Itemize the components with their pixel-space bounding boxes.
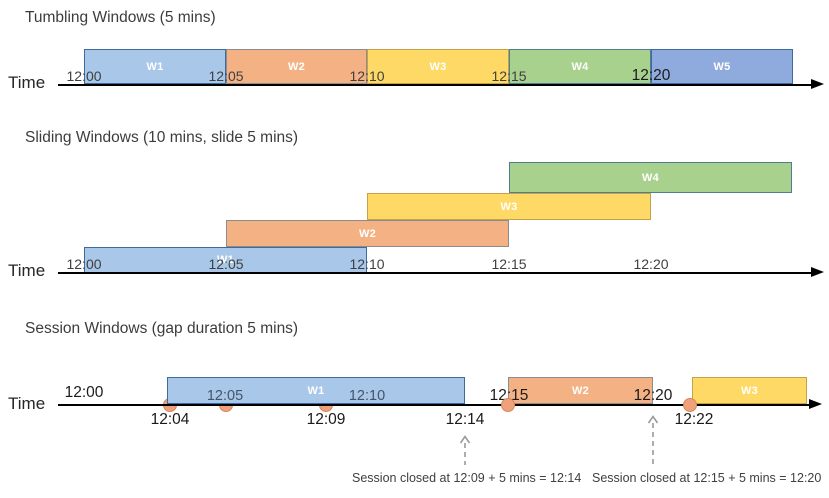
session-tick-1210: 12:10 bbox=[348, 388, 386, 404]
window-label: W4 bbox=[571, 60, 589, 73]
sliding-section-title: Sliding Windows (10 mins, slide 5 mins) bbox=[25, 129, 299, 146]
tumbling-tick-1215: 12:15 bbox=[491, 68, 527, 84]
sliding-tick-1205: 12:05 bbox=[208, 256, 244, 272]
session-closed-annotation-2: Session closed at 12:15 + 5 mins = 12:20 bbox=[592, 471, 822, 485]
window-label: W3 bbox=[500, 200, 518, 213]
window-label: W3 bbox=[429, 60, 447, 73]
window-label: W1 bbox=[146, 60, 164, 73]
window-label: W3 bbox=[740, 384, 759, 397]
tumbling-window-w2: W2 bbox=[226, 49, 367, 84]
sliding-timeline-arrow-icon bbox=[811, 267, 824, 277]
event-dot bbox=[683, 398, 697, 412]
event-time-label-1222: 12:22 bbox=[674, 411, 714, 428]
session-section-title: Session Windows (gap duration 5 mins) bbox=[25, 320, 299, 337]
dashed-arrow-up-icon bbox=[647, 415, 659, 465]
tumbling-tick-1205: 12:05 bbox=[208, 68, 244, 84]
session-window-w3: W3 bbox=[692, 377, 807, 404]
sliding-window-w1: W1 bbox=[84, 247, 367, 273]
tumbling-tick-1210: 12:10 bbox=[349, 68, 385, 84]
session-tick-1200: 12:00 bbox=[64, 384, 104, 401]
sliding-window-w3: W3 bbox=[367, 193, 651, 220]
sliding-tick-1220: 12:20 bbox=[633, 256, 669, 272]
dashed-arrow-up-icon bbox=[459, 435, 471, 465]
sliding-tick-1210: 12:10 bbox=[349, 256, 385, 272]
session-closed-annotation-1: Session closed at 12:09 + 5 mins = 12:14 bbox=[352, 471, 582, 485]
tumbling-timeline-arrow-icon bbox=[811, 79, 824, 89]
tumbling-window-w4: W4 bbox=[509, 49, 651, 84]
tumbling-tick-1200: 12:00 bbox=[66, 68, 102, 84]
tumbling-timeline bbox=[58, 84, 812, 86]
window-label: W4 bbox=[641, 171, 660, 184]
session-timeline-arrow-icon bbox=[809, 399, 822, 409]
window-label: W2 bbox=[571, 384, 590, 397]
event-time-label-1214: 12:14 bbox=[445, 411, 485, 428]
sliding-tick-1215: 12:15 bbox=[491, 256, 527, 272]
sliding-window-w4: W4 bbox=[509, 162, 792, 193]
sliding-tick-1200: 12:00 bbox=[66, 256, 102, 272]
event-dot bbox=[501, 398, 515, 412]
window-label: W2 bbox=[287, 60, 306, 73]
tumbling-window-w5: W5 bbox=[651, 49, 793, 84]
event-time-label-1209: 12:09 bbox=[306, 411, 346, 428]
window-label: W2 bbox=[358, 227, 377, 240]
session-tick-1220: 12:20 bbox=[633, 387, 673, 404]
window-label: W5 bbox=[713, 60, 731, 73]
event-time-label-1204: 12:04 bbox=[150, 411, 190, 428]
sliding-timeline bbox=[58, 272, 812, 274]
tumbling-section-title: Tumbling Windows (5 mins) bbox=[25, 9, 216, 26]
session-time-axis-label: Time bbox=[8, 394, 46, 413]
window-label: W1 bbox=[216, 254, 235, 266]
tumbling-window-w3: W3 bbox=[367, 49, 509, 84]
session-tick-1205: 12:05 bbox=[206, 388, 244, 404]
sliding-window-w2: W2 bbox=[226, 220, 509, 247]
session-timeline bbox=[58, 404, 810, 406]
tumbling-tick-1220: 12:20 bbox=[631, 67, 671, 84]
tumbling-time-axis-label: Time bbox=[8, 73, 46, 92]
session-tick-1215: 12:15 bbox=[489, 387, 529, 404]
tumbling-window-w1: W1 bbox=[84, 49, 226, 84]
session-window-w2: W2 bbox=[508, 377, 653, 404]
window-label: W1 bbox=[307, 384, 325, 397]
session-window-w1: W1 bbox=[167, 377, 465, 404]
sliding-time-axis-label: Time bbox=[8, 261, 46, 280]
